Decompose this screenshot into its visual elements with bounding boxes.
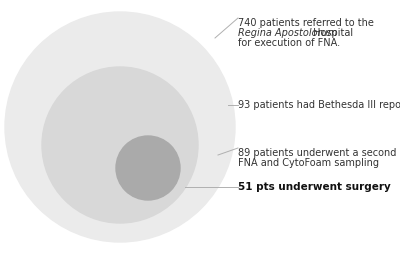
Circle shape <box>42 67 198 223</box>
Text: Regina Apostolorum: Regina Apostolorum <box>238 28 337 38</box>
Text: 89 patients underwent a second: 89 patients underwent a second <box>238 148 396 158</box>
Circle shape <box>5 12 235 242</box>
Text: 51 pts underwent surgery: 51 pts underwent surgery <box>238 182 391 192</box>
Text: FNA and CytoFoam sampling: FNA and CytoFoam sampling <box>238 158 379 168</box>
Text: for execution of FNA.: for execution of FNA. <box>238 38 340 48</box>
Text: 93 patients had Bethesda III report: 93 patients had Bethesda III report <box>238 100 400 110</box>
Circle shape <box>116 136 180 200</box>
Text: 740 patients referred to the: 740 patients referred to the <box>238 18 374 28</box>
Text: Hospital: Hospital <box>310 28 353 38</box>
